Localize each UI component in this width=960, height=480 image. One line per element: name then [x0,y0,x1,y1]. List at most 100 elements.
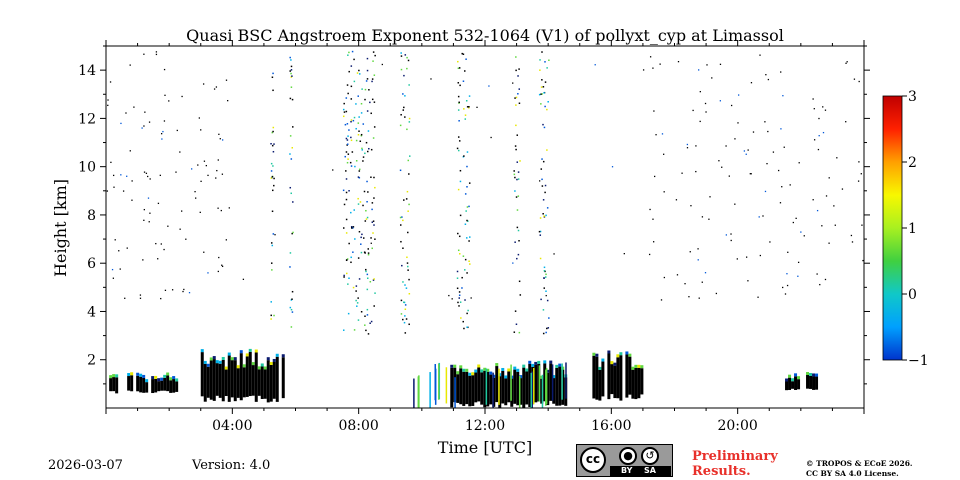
layer-top-cell [269,361,273,365]
aerosol-point [357,257,360,259]
layer-cell [809,375,813,389]
aerosol-point [546,149,548,151]
noise-point [191,168,193,170]
noise-point [451,298,453,300]
layer-cell [263,369,267,399]
noise-point [725,234,728,236]
noise-point [430,78,432,80]
aerosol-point [364,315,366,317]
aerosol-point [347,153,350,155]
aerosol-point [347,54,349,56]
layer-cell [450,367,454,408]
layer-cell [203,363,207,402]
noise-point [772,151,775,153]
noise-point [730,104,733,107]
aerosol-point [400,68,403,71]
aerosol-point [464,258,467,261]
aerosol-point [348,242,350,245]
aerosol-point [462,255,465,257]
layer-top-cell [245,353,249,357]
aerosol-point [545,214,547,217]
license-line-2: CC BY SA 4.0 License. [806,469,899,478]
aerosol-point [408,173,410,175]
layer-top-cell [109,375,113,379]
cc-license-badge[interactable]: cc ● ↺ BY SA [576,444,673,477]
aerosol-point [457,60,459,63]
noise-point [213,88,216,90]
aerosol-point [519,294,522,296]
noise-point [553,253,555,255]
layer-top-cell [528,360,532,364]
noise-point [780,71,782,73]
aerosol-point [466,186,468,188]
aerosol-point [367,253,370,256]
noise-point [797,275,799,277]
layer-top-cell [495,363,499,367]
aerosol-point [406,256,408,259]
aerosol-point [362,156,365,158]
aerosol-point [272,150,275,153]
layer-top-cell [175,378,179,382]
aerosol-point [292,126,294,128]
noise-point [660,299,663,301]
aerosol-point [368,147,370,150]
aerosol-point [468,205,470,208]
layer-cell [251,365,255,396]
layer-streak [454,377,456,408]
layer-top-cell [218,360,222,364]
aerosol-point [518,280,521,283]
layer-cell [136,375,140,392]
noise-point [221,173,224,175]
aerosol-point [519,160,521,162]
aerosol-point [346,84,349,86]
aerosol-point [516,226,519,229]
aerosol-point [459,214,462,217]
aerosol-point [290,69,293,71]
colorbar-tick-label: 2 [908,155,917,171]
layer-top-cell [507,368,511,372]
noise-point [200,129,202,131]
aerosol-point [459,301,462,303]
aerosol-point [290,65,293,68]
noise-point [699,120,701,123]
noise-point [106,190,109,192]
noise-point [143,53,145,55]
aerosol-point [355,299,357,302]
aerosol-point [345,191,348,194]
aerosol-point [366,110,369,112]
layer-streak [492,372,494,408]
layer-top-cell [471,372,475,376]
aerosol-point [367,191,369,193]
aerosol-point [270,262,273,264]
noise-point [203,160,206,162]
license-line-1: © TROPOS & ECoE 2026. [806,459,913,468]
layer-streak [551,364,554,401]
aerosol-point [546,327,548,330]
noise-point [162,130,164,133]
aerosol-point [543,266,546,269]
noise-point [813,108,815,110]
aerosol-point [400,240,402,243]
noise-point [757,296,759,298]
noise-point [129,64,131,66]
aerosol-point [458,305,460,307]
aerosol-point [345,110,348,113]
aerosol-point [362,237,365,239]
aerosol-point [290,192,292,195]
noise-point [792,221,794,224]
aerosol-point [514,176,516,179]
aerosol-point [360,243,362,245]
aerosol-point [365,218,368,220]
layer-top-cell [794,373,798,377]
noise-point [220,209,222,212]
noise-point [143,208,145,211]
noise-point [107,104,109,107]
noise-point [800,231,802,233]
aerosol-point [539,257,542,260]
noise-point [203,251,205,253]
noise-point [841,188,844,190]
layer-cell [468,375,472,407]
layer-top-cell [206,363,210,367]
noise-point [824,109,827,111]
layer-top-cell [130,372,134,376]
